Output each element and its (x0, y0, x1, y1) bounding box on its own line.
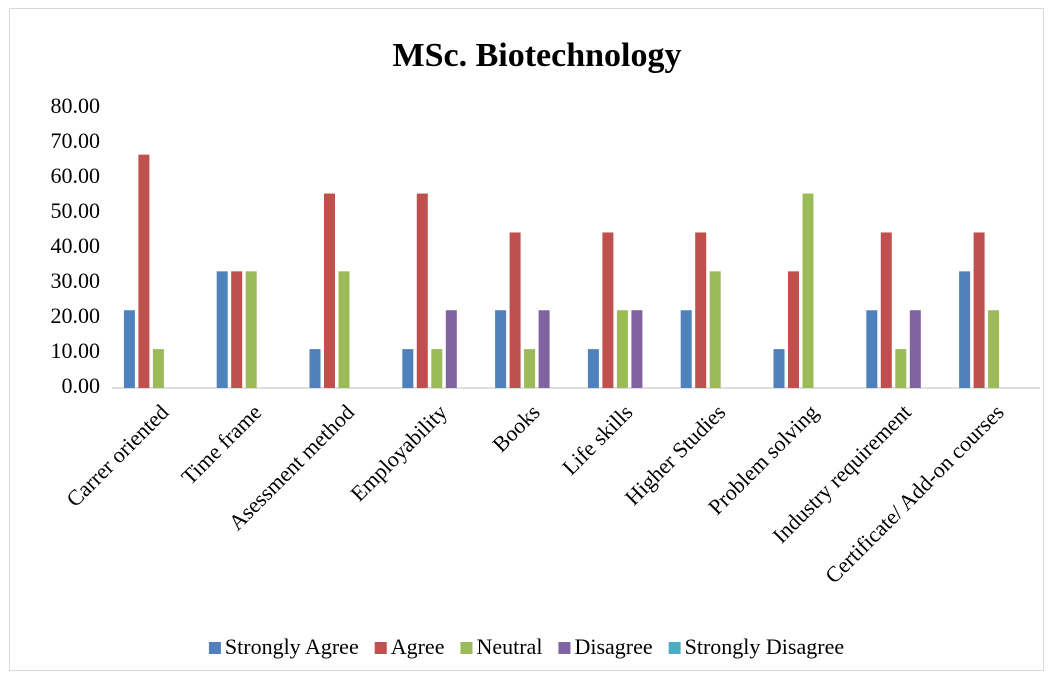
bar (524, 349, 536, 388)
y-tick-label: 10.00 (51, 338, 101, 363)
bar (788, 271, 799, 388)
bar (866, 310, 878, 388)
bar (959, 271, 971, 388)
bar (123, 310, 135, 388)
bar (587, 349, 599, 388)
bar (802, 193, 814, 388)
bar (773, 349, 785, 388)
bar (402, 349, 414, 388)
legend-label: Strongly Disagree (685, 634, 844, 659)
bar (680, 310, 692, 388)
bar (509, 232, 521, 388)
bar (152, 349, 164, 388)
bar (431, 349, 443, 388)
bar (631, 310, 643, 388)
bar (324, 193, 335, 388)
y-tick-label: 60.00 (51, 163, 101, 188)
bar (695, 232, 707, 388)
y-tick-label: 50.00 (51, 198, 101, 223)
bar (338, 271, 350, 388)
legend-label: Strongly Agree (225, 634, 359, 659)
chart-title: MSc. Biotechnology (393, 37, 682, 74)
bar (216, 271, 228, 388)
legend-swatch (374, 642, 387, 654)
y-tick-label: 40.00 (51, 233, 101, 258)
bar (895, 349, 907, 388)
bar (416, 193, 428, 388)
legend-label: Disagree (574, 634, 652, 659)
legend-label: Agree (391, 634, 445, 659)
y-tick-label: 0.00 (62, 373, 101, 398)
bar (973, 232, 985, 388)
bar (245, 271, 257, 388)
bar (309, 349, 321, 388)
legend-swatch (208, 642, 221, 654)
y-tick-label: 30.00 (51, 268, 101, 293)
legend-swatch (460, 642, 473, 654)
bar (138, 154, 150, 388)
legend-swatch (558, 642, 571, 654)
legend-label: Neutral (476, 634, 542, 659)
bar (602, 232, 614, 388)
y-tick-label: 70.00 (51, 128, 101, 153)
bar (880, 232, 892, 388)
bar (495, 310, 507, 388)
bar (909, 310, 921, 388)
bar (709, 271, 721, 388)
bar (616, 310, 628, 388)
bar (538, 310, 550, 388)
y-tick-label: 80.00 (51, 93, 101, 118)
bar (445, 310, 457, 388)
y-tick-label: 20.00 (51, 303, 101, 328)
legend-swatch (668, 642, 681, 654)
bar (231, 271, 243, 388)
bar (988, 310, 1000, 388)
